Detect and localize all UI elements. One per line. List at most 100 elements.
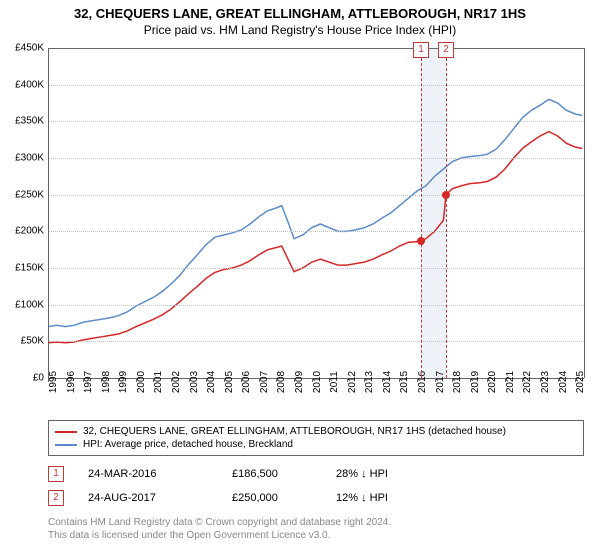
gridline [48, 305, 584, 306]
x-tick [417, 378, 418, 382]
sale-marker-line [446, 48, 447, 378]
x-tick [189, 378, 190, 382]
sale-row: 224-AUG-2017£250,00012% ↓ HPI [48, 486, 584, 510]
x-tick [558, 378, 559, 382]
legend-label: HPI: Average price, detached house, Brec… [83, 439, 293, 450]
x-tick [136, 378, 137, 382]
x-tick [575, 378, 576, 382]
x-tick [224, 378, 225, 382]
x-tick [364, 378, 365, 382]
x-tick [312, 378, 313, 382]
x-tick-label: 2019 [470, 371, 481, 393]
x-tick-label: 2016 [417, 371, 428, 393]
y-tick-label: £150K [4, 263, 44, 274]
y-tick-label: £200K [4, 226, 44, 237]
x-tick-label: 1996 [66, 371, 77, 393]
y-tick-label: £0 [4, 373, 44, 384]
x-tick [153, 378, 154, 382]
sale-marker-box: 2 [438, 42, 454, 58]
series-line [48, 99, 582, 326]
x-tick [171, 378, 172, 382]
y-tick-label: £400K [4, 79, 44, 90]
x-tick-label: 2007 [259, 371, 270, 393]
x-tick-label: 2025 [575, 371, 586, 393]
sale-point-dot [442, 191, 450, 199]
x-tick-label: 2002 [171, 371, 182, 393]
x-tick [259, 378, 260, 382]
sale-row-diff: 28% ↓ HPI [336, 468, 436, 480]
x-tick [399, 378, 400, 382]
x-tick [522, 378, 523, 382]
x-tick-label: 2023 [540, 371, 551, 393]
x-tick-label: 2022 [522, 371, 533, 393]
gridline [48, 48, 584, 49]
sale-row-price: £186,500 [232, 468, 312, 480]
y-tick-label: £50K [4, 336, 44, 347]
x-tick [452, 378, 453, 382]
x-tick [101, 378, 102, 382]
legend-item: HPI: Average price, detached house, Brec… [55, 438, 577, 451]
y-tick-label: £300K [4, 153, 44, 164]
gridline [48, 158, 584, 159]
x-tick-label: 1999 [118, 371, 129, 393]
sale-row-date: 24-AUG-2017 [88, 492, 208, 504]
sale-row-marker: 2 [48, 490, 64, 506]
x-tick-label: 2015 [399, 371, 410, 393]
legend-swatch [55, 444, 77, 446]
page-title: 32, CHEQUERS LANE, GREAT ELLINGHAM, ATTL… [0, 0, 600, 21]
y-tick-label: £100K [4, 299, 44, 310]
sale-row-marker: 1 [48, 466, 64, 482]
x-tick [505, 378, 506, 382]
plot-area: £0£50K£100K£150K£200K£250K£300K£350K£400… [48, 48, 584, 378]
legend-item: 32, CHEQUERS LANE, GREAT ELLINGHAM, ATTL… [55, 425, 577, 438]
x-tick-label: 2013 [364, 371, 375, 393]
gridline [48, 85, 584, 86]
x-tick-label: 2008 [276, 371, 287, 393]
gridline [48, 268, 584, 269]
x-tick-label: 2024 [558, 371, 569, 393]
line-series-svg [48, 48, 584, 378]
x-tick [48, 378, 49, 382]
x-tick-label: 2012 [347, 371, 358, 393]
x-tick [118, 378, 119, 382]
sale-row: 1 24-MAR-2016 £186,500 28% ↓ HPI [48, 462, 584, 486]
gridline [48, 121, 584, 122]
chart: £0£50K£100K£150K£200K£250K£300K£350K£400… [48, 48, 584, 378]
x-tick [206, 378, 207, 382]
sales-table: 1 24-MAR-2016 £186,500 28% ↓ HPI 2 24-AUG-201… [48, 462, 584, 510]
x-tick-label: 2004 [206, 371, 217, 393]
sale-marker-line [421, 48, 422, 378]
x-tick-label: 2017 [435, 371, 446, 393]
sale-row-date: 24-MAR-2016 [88, 468, 208, 480]
x-tick [241, 378, 242, 382]
x-tick-label: 2003 [189, 371, 200, 393]
page-subtitle: Price paid vs. HM Land Registry's House … [0, 21, 600, 41]
x-tick-label: 2018 [452, 371, 463, 393]
y-tick-label: £450K [4, 43, 44, 54]
x-tick [276, 378, 277, 382]
x-tick [329, 378, 330, 382]
x-tick [66, 378, 67, 382]
y-tick-label: £250K [4, 189, 44, 200]
gridline [48, 341, 584, 342]
x-tick [435, 378, 436, 382]
legend-swatch [55, 431, 77, 433]
footnote-line1: Contains HM Land Registry data © Crown c… [48, 516, 584, 529]
x-tick [540, 378, 541, 382]
x-tick [83, 378, 84, 382]
footnote-line2: This data is licensed under the Open Gov… [48, 529, 584, 542]
x-tick-label: 2006 [241, 371, 252, 393]
x-tick [382, 378, 383, 382]
x-tick [487, 378, 488, 382]
x-tick-label: 1995 [48, 371, 59, 393]
x-tick [470, 378, 471, 382]
gridline [48, 195, 584, 196]
footnote: Contains HM Land Registry data © Crown c… [48, 516, 584, 542]
sale-marker-box: 1 [413, 42, 429, 58]
axis-border [584, 48, 585, 378]
x-tick [294, 378, 295, 382]
axis-border [48, 48, 49, 378]
x-tick-label: 1998 [101, 371, 112, 393]
x-tick-label: 2020 [487, 371, 498, 393]
x-tick-label: 2009 [294, 371, 305, 393]
